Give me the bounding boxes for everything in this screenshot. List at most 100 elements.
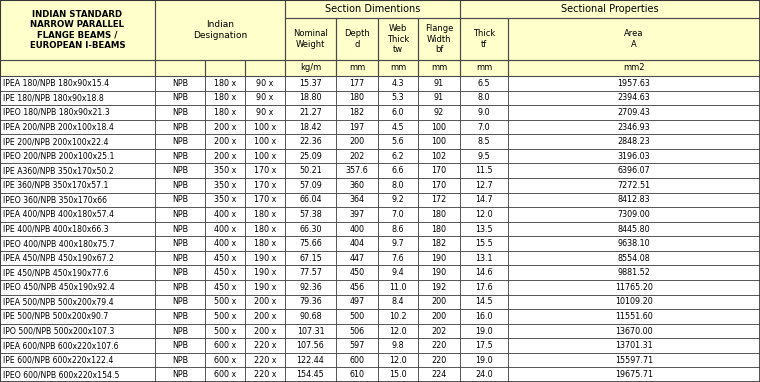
Bar: [155, 60, 205, 76]
Bar: [0, 324, 155, 338]
Text: NPB: NPB: [172, 283, 188, 292]
Bar: [205, 60, 245, 76]
Text: 180: 180: [350, 93, 365, 102]
Text: 600 x: 600 x: [214, 341, 236, 350]
Bar: [508, 309, 760, 324]
Bar: [285, 324, 336, 338]
Bar: [378, 324, 418, 338]
Bar: [418, 367, 460, 382]
Bar: [336, 134, 378, 149]
Bar: [378, 60, 418, 76]
Bar: [378, 60, 418, 76]
Bar: [336, 193, 378, 207]
Bar: [418, 193, 460, 207]
Bar: [205, 149, 245, 163]
Bar: [378, 338, 418, 353]
Bar: [155, 251, 205, 265]
Bar: [460, 120, 508, 134]
Text: Depth
d: Depth d: [344, 29, 370, 49]
Bar: [418, 353, 460, 367]
Text: 220: 220: [432, 356, 447, 365]
Bar: [245, 76, 285, 91]
Bar: [0, 222, 155, 236]
Bar: [418, 91, 460, 105]
Text: mm: mm: [431, 63, 447, 73]
Text: 364: 364: [350, 195, 365, 204]
Bar: [245, 207, 285, 222]
Bar: [205, 60, 245, 76]
Bar: [205, 367, 245, 382]
Bar: [245, 338, 285, 353]
Bar: [205, 76, 245, 91]
Bar: [0, 295, 155, 309]
Bar: [508, 265, 760, 280]
Bar: [285, 18, 336, 60]
Bar: [336, 236, 378, 251]
Text: 15.5: 15.5: [475, 239, 493, 248]
Bar: [418, 353, 460, 367]
Text: 19.0: 19.0: [475, 327, 492, 335]
Text: 91: 91: [434, 93, 444, 102]
Bar: [205, 163, 245, 178]
Bar: [245, 207, 285, 222]
Bar: [418, 295, 460, 309]
Bar: [378, 193, 418, 207]
Bar: [418, 178, 460, 193]
Bar: [205, 295, 245, 309]
Text: IPEA 500/NPB 500x200x79.4: IPEA 500/NPB 500x200x79.4: [3, 297, 114, 306]
Bar: [418, 149, 460, 163]
Bar: [508, 367, 760, 382]
Text: 404: 404: [350, 239, 365, 248]
Text: 100 x: 100 x: [254, 152, 276, 161]
Text: 9.0: 9.0: [478, 108, 490, 117]
Text: 400: 400: [350, 225, 365, 233]
Bar: [418, 91, 460, 105]
Bar: [285, 222, 336, 236]
Bar: [418, 60, 460, 76]
Bar: [155, 367, 205, 382]
Bar: [285, 309, 336, 324]
Bar: [418, 105, 460, 120]
Text: 170: 170: [432, 166, 447, 175]
Text: 350 x: 350 x: [214, 195, 236, 204]
Bar: [0, 178, 155, 193]
Text: 6.5: 6.5: [478, 79, 490, 88]
Bar: [285, 222, 336, 236]
Bar: [378, 120, 418, 134]
Bar: [508, 338, 760, 353]
Bar: [508, 251, 760, 265]
Text: 506: 506: [350, 327, 365, 335]
Bar: [155, 353, 205, 367]
Bar: [205, 353, 245, 367]
Text: 14.6: 14.6: [475, 268, 492, 277]
Text: 11765.20: 11765.20: [615, 283, 653, 292]
Bar: [378, 134, 418, 149]
Bar: [245, 324, 285, 338]
Text: 2848.23: 2848.23: [618, 137, 651, 146]
Bar: [0, 222, 155, 236]
Text: 180: 180: [432, 210, 447, 219]
Bar: [336, 76, 378, 91]
Bar: [378, 207, 418, 222]
Text: 497: 497: [350, 297, 365, 306]
Bar: [245, 309, 285, 324]
Bar: [336, 280, 378, 295]
Bar: [0, 178, 155, 193]
Bar: [155, 295, 205, 309]
Bar: [508, 338, 760, 353]
Bar: [205, 309, 245, 324]
Text: Thick
tf: Thick tf: [473, 29, 495, 49]
Bar: [0, 91, 155, 105]
Bar: [285, 178, 336, 193]
Bar: [155, 0, 285, 60]
Bar: [460, 18, 508, 60]
Text: INDIAN STANDARD
NARROW PARALLEL
FLANGE BEAMS /
EUROPEAN I-BEAMS: INDIAN STANDARD NARROW PARALLEL FLANGE B…: [30, 10, 125, 50]
Text: 182: 182: [432, 239, 447, 248]
Bar: [155, 280, 205, 295]
Bar: [155, 76, 205, 91]
Bar: [378, 236, 418, 251]
Bar: [155, 295, 205, 309]
Text: 7.0: 7.0: [391, 210, 404, 219]
Bar: [378, 18, 418, 60]
Bar: [245, 236, 285, 251]
